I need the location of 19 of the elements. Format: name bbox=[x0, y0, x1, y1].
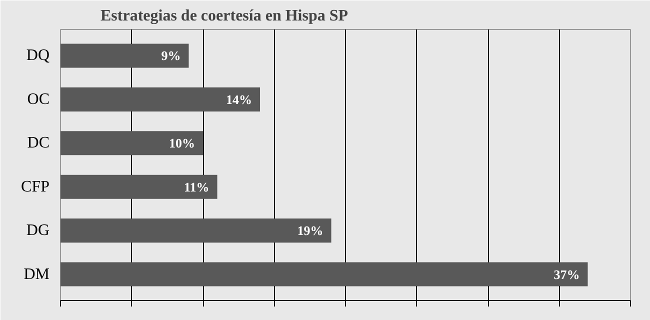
data-label: 37% bbox=[554, 266, 580, 282]
y-tick-label: DC bbox=[27, 134, 50, 152]
y-tick-label: CFP bbox=[21, 178, 50, 196]
bar bbox=[60, 131, 203, 156]
y-tick-label: DG bbox=[26, 222, 50, 240]
bar bbox=[60, 174, 218, 199]
bar bbox=[60, 218, 332, 243]
data-label: 19% bbox=[297, 223, 324, 238]
data-label: 14% bbox=[226, 92, 252, 107]
y-tick-label: OC bbox=[27, 90, 50, 108]
data-label: 9% bbox=[161, 48, 181, 64]
bar bbox=[60, 87, 260, 112]
y-tick-label: DM bbox=[24, 266, 50, 283]
data-label: 11% bbox=[184, 179, 210, 194]
data-label: 10% bbox=[169, 136, 195, 151]
chart-title: Estrategias de coertesía en Hispa SP bbox=[100, 8, 348, 24]
bar bbox=[60, 262, 588, 286]
y-tick-label: DQ bbox=[26, 47, 50, 64]
bar bbox=[60, 44, 189, 68]
